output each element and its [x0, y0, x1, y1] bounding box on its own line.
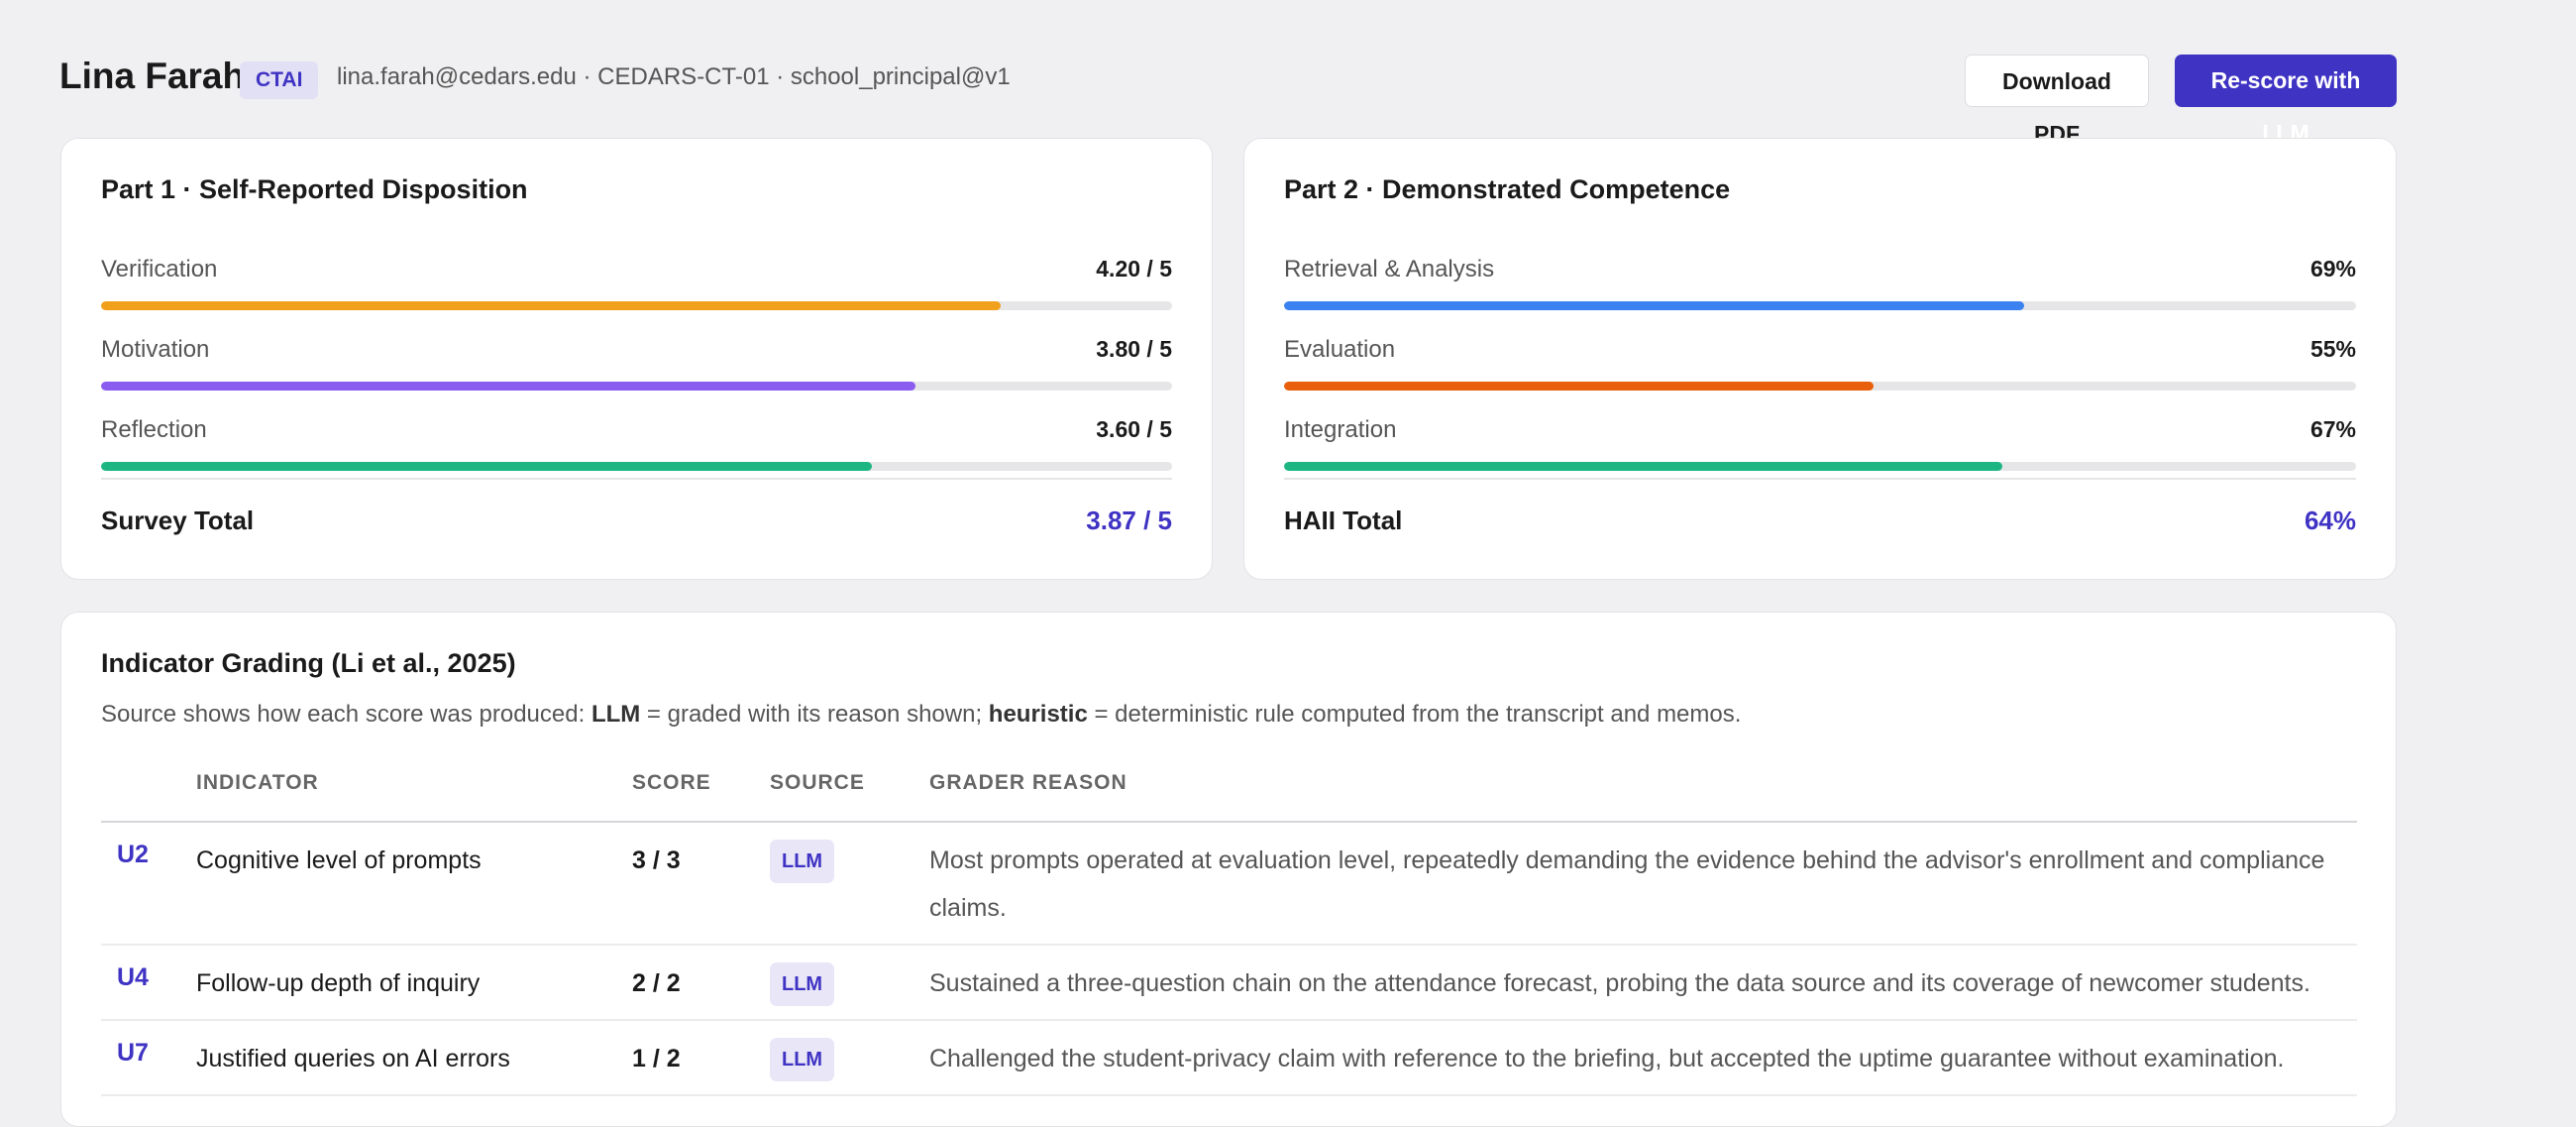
- score-row: Evaluation 55%: [1284, 336, 2356, 395]
- text: heuristic: [988, 701, 1088, 728]
- source-badge: LLM: [770, 840, 835, 884]
- bar-fill: [101, 382, 915, 391]
- bar-fill: [1284, 382, 1875, 391]
- total-value: 3.87 / 5: [1086, 506, 1172, 535]
- indicator-name: Cognitive level of prompts: [196, 846, 482, 874]
- role-badge: CTAI: [240, 61, 319, 99]
- divider: [1284, 478, 2356, 480]
- score: 1 / 2: [632, 1045, 681, 1072]
- table-row: U7 Justified queries on AI errors 1 / 2 LLM…: [101, 1021, 2357, 1096]
- description: Source shows how each score was produced…: [101, 701, 1741, 729]
- score-row: Motivation 3.80 / 5: [101, 336, 1172, 395]
- part1-card: Part 1 · Self-Reported Disposition Surve…: [60, 138, 1213, 580]
- card-title: Indicator Grading (Li et al., 2025): [101, 648, 516, 678]
- rescore-button[interactable]: Re-score with LLM: [2175, 55, 2397, 146]
- card-title: Part 2 · Demonstrated Competence: [1284, 174, 1731, 204]
- row-label: Retrieval & Analysis: [1284, 256, 1495, 282]
- cell: LLM: [770, 959, 929, 1007]
- row-label: Motivation: [101, 336, 210, 363]
- bar-track: [101, 462, 1172, 471]
- score: 2 / 2: [632, 969, 681, 997]
- bar-fill: [101, 462, 873, 471]
- text: = graded with its reason shown;: [640, 701, 989, 728]
- bar-track: [101, 301, 1172, 310]
- cell: LLM: [770, 837, 929, 932]
- grader-reason: Challenged the student-privacy claim wit…: [929, 1045, 2285, 1072]
- cell: LLM: [770, 1035, 929, 1082]
- text: = deterministic rule computed from the t…: [1087, 701, 1742, 728]
- table-row: U4 Follow-up depth of inquiry 2 / 2 LLM Sust…: [101, 946, 2357, 1021]
- column-header: SCORE: [632, 771, 711, 794]
- row-label: Integration: [1284, 416, 1397, 443]
- card-title: Part 1 · Self-Reported Disposition: [101, 174, 528, 204]
- column-header: INDICATOR: [196, 771, 319, 794]
- row-value: 3.80 / 5: [1096, 336, 1172, 362]
- indicator-code: U2: [117, 841, 149, 868]
- column-header: SOURCE: [770, 771, 865, 794]
- user-meta: lina.farah@cedars.edu · CEDARS-CT-01 · s…: [337, 63, 1011, 90]
- part2-card: Part 2 · Demonstrated Competence HAII To…: [1243, 138, 2397, 580]
- table-row: U2 Cognitive level of prompts 3 / 3 LLM Most…: [101, 823, 2357, 946]
- bar-track: [101, 382, 1172, 391]
- grader-reason: Sustained a three-question chain on the …: [929, 969, 2310, 997]
- score-row: Reflection 3.60 / 5: [101, 416, 1172, 476]
- row-value: 69%: [2309, 256, 2356, 282]
- bar-fill: [101, 301, 1002, 310]
- score: 3 / 3: [632, 846, 681, 874]
- user-name: Lina Farah: [59, 56, 246, 96]
- total-label: HAII Total: [1284, 506, 1403, 535]
- row-value: 3.60 / 5: [1096, 416, 1172, 442]
- score-row: Integration 67%: [1284, 416, 2356, 476]
- row-label: Reflection: [101, 416, 207, 443]
- text: LLM: [590, 701, 641, 728]
- score-row: Retrieval & Analysis 69%: [1284, 256, 2356, 315]
- grading-card: Indicator Grading (Li et al., 2025) Sour…: [60, 612, 2397, 1127]
- indicator-code: U4: [117, 963, 149, 991]
- download-button[interactable]: Download PDF: [1965, 55, 2149, 147]
- grader-reason: Most prompts operated at evaluation leve…: [929, 846, 2325, 922]
- row-label: Verification: [101, 256, 218, 282]
- total-label: Survey Total: [101, 506, 255, 535]
- row-value: 4.20 / 5: [1096, 256, 1172, 282]
- row-value: 55%: [2309, 336, 2356, 362]
- indicator-name: Follow-up depth of inquiry: [196, 969, 481, 997]
- indicator-code: U7: [117, 1039, 149, 1067]
- source-badge: LLM: [770, 962, 835, 1007]
- column-header: GRADER REASON: [929, 771, 1127, 794]
- grading-table: INDICATOR SCORE SOURCE GRADER REASON U2 Cogni…: [101, 771, 2357, 1096]
- text: Source shows how each score was produced…: [101, 701, 591, 728]
- total-value: 64%: [2304, 506, 2356, 535]
- divider: [101, 478, 1172, 480]
- bar-track: [1284, 462, 2356, 471]
- bar-fill: [1284, 462, 2002, 471]
- score-row: Verification 4.20 / 5: [101, 256, 1172, 315]
- row-value: 67%: [2309, 416, 2356, 442]
- bar-track: [1284, 382, 2356, 391]
- table-header: INDICATOR SCORE SOURCE GRADER REASON: [101, 771, 2357, 823]
- bar-track: [1284, 301, 2356, 310]
- bar-fill: [1284, 301, 2024, 310]
- indicator-name: Justified queries on AI errors: [196, 1045, 510, 1072]
- source-badge: LLM: [770, 1038, 835, 1082]
- page: {"header":{"name":"Lina Farah","badge":"…: [59, 55, 2397, 1127]
- row-label: Evaluation: [1284, 336, 1396, 363]
